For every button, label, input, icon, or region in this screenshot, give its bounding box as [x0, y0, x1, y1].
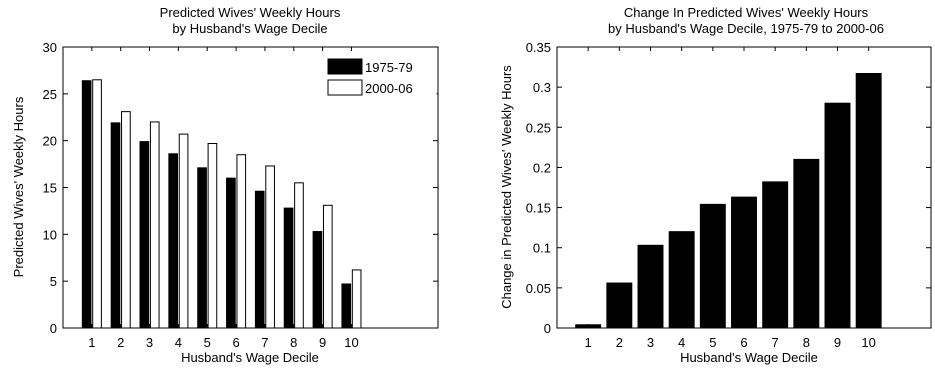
bar-1975-79-decile-3	[139, 141, 150, 329]
x-tick-label: 3	[647, 335, 654, 350]
bar-decile-3	[637, 244, 664, 329]
bar-1975-79-decile-2	[110, 122, 121, 329]
x-tick-label: 7	[772, 335, 779, 350]
y-tick-label: 0.25	[526, 120, 551, 135]
bar-decile-10	[855, 72, 882, 329]
x-tick-label: 8	[290, 335, 297, 350]
x-tick-label: 4	[175, 335, 182, 350]
y-tick-label: 20	[43, 134, 57, 149]
bar-1975-79-decile-10	[341, 283, 352, 329]
bar-2000-06-decile-2	[121, 111, 131, 329]
x-tick-label: 10	[861, 335, 875, 350]
bar-2000-06-decile-6	[236, 154, 247, 329]
x-tick-label: 2	[117, 335, 124, 350]
chart-right-y-axis-label: Change in Predicted Wives' Weekly Hours	[499, 65, 514, 309]
x-tick-label: 1	[88, 335, 95, 350]
x-tick-label: 8	[803, 335, 810, 350]
x-tick-label: 10	[344, 335, 358, 350]
x-tick-label: 6	[232, 335, 239, 350]
x-tick-label: 5	[709, 335, 716, 350]
x-tick-label: 6	[740, 335, 747, 350]
bar-decile-8	[793, 158, 820, 329]
legend-label-2000-06: 2000-06	[365, 81, 413, 96]
x-tick-label: 1	[585, 335, 592, 350]
bar-2000-06-decile-10	[351, 269, 362, 329]
bar-2000-06-decile-8	[294, 182, 304, 329]
bar-1975-79-decile-9	[312, 231, 323, 329]
chart-right-subtitle: by Husband's Wage Decile, 1975-79 to 200…	[608, 21, 884, 36]
y-tick-label: 0	[544, 321, 551, 336]
chart-right: Change In Predicted Wives' Weekly Hours …	[499, 5, 932, 365]
bar-2000-06-decile-4	[178, 133, 189, 329]
chart-right-title: Change In Predicted Wives' Weekly Hours	[624, 5, 869, 20]
bar-1975-79-decile-4	[168, 153, 179, 329]
bar-1975-79-decile-7	[254, 190, 265, 329]
bar-decile-6	[731, 196, 757, 329]
bar-2000-06-decile-9	[322, 204, 333, 329]
y-tick-label: 30	[43, 40, 57, 55]
y-tick-label: 0	[50, 321, 57, 336]
x-tick-label: 4	[678, 335, 685, 350]
chart-left-title: Predicted Wives' Weekly Hours	[160, 5, 341, 20]
bar-decile-7	[762, 181, 789, 329]
bar-2000-06-decile-5	[207, 142, 218, 329]
bar-decile-4	[668, 231, 695, 329]
bar-2000-06-decile-1	[92, 79, 102, 329]
chart-right-x-axis-label: Husband's Wage Decile	[680, 350, 818, 365]
y-tick-label: 25	[43, 87, 57, 102]
chart-left: Predicted Wives' Weekly Hours by Husband…	[11, 5, 439, 365]
x-tick-label: 7	[261, 335, 268, 350]
x-tick-label: 5	[204, 335, 211, 350]
y-tick-label: 0.05	[526, 281, 551, 296]
y-tick-label: 5	[50, 274, 57, 289]
y-tick-label: 15	[43, 181, 57, 196]
bar-1975-79-decile-6	[226, 177, 236, 329]
x-tick-label: 2	[616, 335, 623, 350]
y-tick-label: 0.3	[533, 80, 551, 95]
bar-1975-79-decile-5	[197, 167, 207, 329]
bar-1975-79-decile-8	[283, 207, 294, 329]
bar-2000-06-decile-7	[265, 165, 275, 329]
bar-1975-79-decile-1	[81, 80, 92, 329]
y-tick-label: 10	[43, 227, 57, 242]
chart-left-subtitle: by Husband's Wage Decile	[172, 21, 327, 36]
y-tick-label: 0.1	[533, 241, 551, 256]
bar-decile-2	[606, 282, 633, 329]
y-tick-label: 0.15	[526, 201, 551, 216]
y-tick-label: 0.2	[533, 160, 551, 175]
x-tick-label: 9	[834, 335, 841, 350]
legend-label-1975-79: 1975-79	[365, 60, 413, 75]
legend-swatch-2000-06	[327, 79, 363, 96]
y-tick-label: 0.35	[526, 40, 551, 55]
x-tick-label: 3	[146, 335, 153, 350]
x-tick-label: 9	[319, 335, 326, 350]
chart-left-y-axis-label: Predicted Wives' Weekly Hours	[11, 96, 26, 277]
bar-2000-06-decile-3	[149, 121, 160, 329]
legend-swatch-1975-79	[327, 58, 363, 75]
bar-decile-9	[824, 102, 851, 329]
chart-left-legend: 1975-79 2000-06	[322, 53, 437, 101]
bar-decile-5	[699, 203, 726, 329]
chart-left-x-axis-label: Husband's Wage Decile	[181, 350, 319, 365]
